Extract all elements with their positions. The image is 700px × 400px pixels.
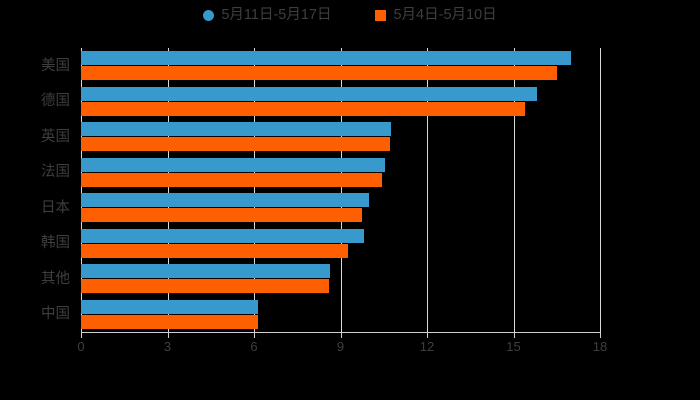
- bar-2[interactable]: [81, 172, 383, 187]
- legend-label-series-1: 5月11日-5月17日: [221, 7, 332, 23]
- x-axis-tick-label: 3: [163, 339, 172, 354]
- x-axis-tick: [340, 332, 342, 338]
- y-axis-label: 中国: [41, 306, 70, 322]
- gridline: [600, 48, 601, 332]
- bar-1[interactable]: [81, 86, 537, 101]
- bar-group: [81, 261, 600, 297]
- bar-2[interactable]: [81, 66, 557, 80]
- bar-group: [81, 119, 600, 155]
- bar-group: [81, 84, 600, 120]
- y-axis-label: 其他: [41, 270, 70, 287]
- bar-1[interactable]: [81, 228, 364, 243]
- x-axis-tick-label: 9: [336, 339, 345, 354]
- bar-group: [81, 297, 600, 333]
- bar-1[interactable]: [81, 51, 572, 65]
- y-axis-label: 英国: [41, 128, 70, 145]
- x-axis-tick: [81, 332, 82, 338]
- gridline: [167, 48, 169, 332]
- plot-area: [81, 48, 601, 333]
- square-marker-icon: [375, 9, 387, 21]
- gridline: [513, 48, 515, 332]
- bar-2[interactable]: [81, 279, 329, 293]
- bar-1[interactable]: [81, 193, 370, 207]
- x-axis-tick-label: 18: [592, 339, 608, 354]
- bar-group: [81, 190, 600, 226]
- legend-item-series-2[interactable]: 5月4日-5月10日: [375, 7, 497, 23]
- x-axis-tick: [513, 332, 515, 338]
- bar-group: [81, 155, 600, 191]
- gridline: [427, 48, 428, 332]
- y-axis-label: 法国: [41, 164, 70, 180]
- gridline: [254, 48, 255, 332]
- bar-group: [81, 48, 600, 84]
- bar-1[interactable]: [81, 157, 386, 172]
- bar-2[interactable]: [81, 208, 363, 222]
- y-axis-label: 美国: [41, 57, 70, 74]
- x-axis-tick-label: 6: [250, 339, 258, 354]
- bar-2[interactable]: [81, 243, 348, 258]
- chart-legend: 5月11日-5月17日 5月4日-5月10日: [0, 8, 700, 23]
- gridline: [340, 48, 342, 332]
- bar-1[interactable]: [81, 299, 259, 314]
- bar-2[interactable]: [81, 137, 390, 151]
- x-axis-tick-label: 12: [419, 339, 435, 354]
- bar-1[interactable]: [81, 122, 391, 136]
- x-axis-tick-label: 15: [506, 339, 521, 354]
- gridline: [81, 48, 82, 332]
- bar-2[interactable]: [81, 101, 526, 116]
- y-axis-label: 日本: [41, 199, 70, 216]
- legend-label-series-2: 5月4日-5月10日: [393, 7, 497, 23]
- x-axis-tick: [254, 332, 255, 338]
- legend-item-series-1[interactable]: 5月11日-5月17日: [203, 8, 331, 23]
- y-axis-labels: 美国德国英国法国日本韩国其他中国: [0, 48, 70, 332]
- x-axis-tick: [600, 332, 601, 338]
- bar-group: [81, 226, 600, 262]
- x-axis-tick: [427, 332, 428, 338]
- y-axis-label: 德国: [41, 93, 70, 109]
- bar-1[interactable]: [81, 264, 331, 278]
- y-axis-label: 韩国: [41, 235, 70, 251]
- circle-marker-icon: [203, 9, 215, 21]
- bar-2[interactable]: [81, 314, 259, 329]
- x-axis-tick-label: 0: [77, 339, 85, 354]
- x-axis-tick: [167, 332, 169, 338]
